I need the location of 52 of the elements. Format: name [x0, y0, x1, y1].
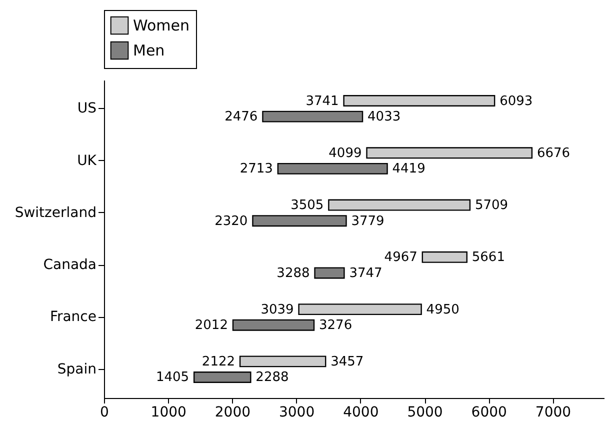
bar [314, 267, 345, 279]
bar [366, 147, 533, 159]
x-tick-label: 3000 [278, 404, 315, 420]
annotation: 4967 [384, 250, 418, 266]
annotation: 4033 [368, 110, 401, 125]
annotation: 5661 [472, 250, 505, 266]
y-tick-label: France [50, 309, 96, 326]
annotation: 3457 [330, 354, 364, 370]
annotation: 4099 [328, 146, 362, 161]
annotation: 2713 [240, 162, 273, 177]
annotation: 3779 [351, 214, 384, 229]
annotation: 3039 [260, 302, 294, 318]
annotation: 3288 [276, 266, 310, 281]
annotation: 4950 [426, 302, 460, 318]
bar [262, 110, 364, 122]
bar [328, 199, 471, 211]
annotation: 4419 [392, 162, 426, 177]
annotation: 1405 [156, 370, 190, 386]
x-tick-label: 0 [100, 404, 109, 420]
x-tick-label: 2000 [214, 404, 251, 420]
annotation: 2012 [194, 318, 228, 334]
x-tick-label: 7000 [535, 404, 572, 420]
annotation: 2320 [214, 214, 248, 229]
y-tick-label: Canada [43, 257, 96, 274]
bar [232, 319, 315, 331]
x-tick-label: 1000 [150, 404, 186, 420]
annotation: 2288 [256, 370, 289, 386]
bar [422, 251, 468, 263]
bar [277, 162, 388, 174]
legend-label: Men [133, 42, 165, 60]
annotation: 3741 [306, 94, 339, 109]
annotation: 5709 [474, 198, 508, 214]
annotation: 2122 [202, 354, 236, 370]
bar [252, 215, 347, 227]
y-tick-label: Spain [57, 361, 96, 378]
annotation: 3505 [290, 198, 324, 214]
legend-label: Women [133, 16, 190, 34]
x-tick-label: 5000 [407, 404, 443, 420]
bar [193, 371, 252, 383]
y-tick-label: Switzerland [14, 204, 96, 221]
bar [343, 95, 496, 107]
annotation: 3747 [349, 266, 382, 281]
x-tick-label: 6000 [471, 404, 507, 420]
annotation: 6093 [500, 94, 533, 109]
annotation: 6676 [536, 146, 570, 161]
bar [298, 304, 422, 316]
x-tick-label: 4000 [343, 404, 379, 420]
y-tick-label: US [77, 100, 97, 117]
y-tick-label: UK [77, 152, 98, 169]
bar [239, 356, 326, 368]
annotation: 3276 [319, 318, 352, 334]
annotation: 2476 [224, 110, 258, 125]
